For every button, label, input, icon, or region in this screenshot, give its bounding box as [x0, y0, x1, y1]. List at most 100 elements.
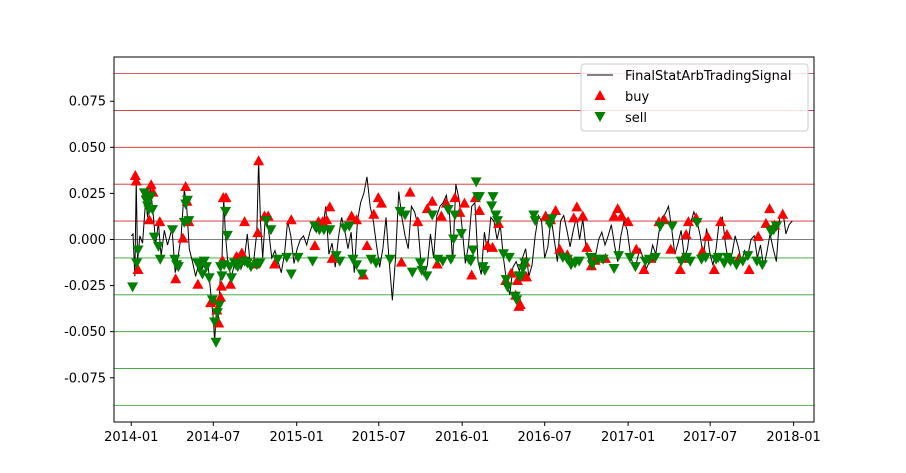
sell-marker: [737, 256, 749, 267]
sell-marker: [169, 254, 181, 265]
sell-marker: [666, 221, 678, 232]
x-tick-label: 2018-01: [766, 430, 820, 445]
sell-marker: [330, 251, 342, 262]
sell-marker: [416, 265, 428, 276]
buy-marker: [777, 208, 789, 219]
buy-marker: [154, 216, 166, 227]
sell-marker: [370, 258, 382, 269]
sell-marker: [414, 258, 426, 269]
buy-marker: [571, 201, 583, 212]
sell-marker: [465, 256, 477, 267]
sell-marker: [254, 258, 266, 269]
legend-label-signal: FinalStatArbTradingSignal: [625, 69, 792, 84]
sell-marker: [334, 256, 346, 267]
buy-marker: [682, 216, 694, 227]
sell-marker: [307, 256, 319, 267]
sell-marker: [324, 225, 336, 236]
signal-line: [130, 160, 793, 341]
sell-marker: [209, 317, 221, 328]
sell-marker: [394, 206, 406, 217]
sell-marker: [213, 300, 225, 311]
legend-label-buy: buy: [625, 90, 649, 105]
x-tick-label: 2014-07: [186, 430, 240, 445]
sell-marker: [183, 216, 195, 227]
sell-marker: [406, 267, 418, 278]
sell-marker: [206, 295, 218, 306]
sell-marker: [343, 221, 355, 232]
buy-marker: [581, 241, 593, 252]
buy-marker: [180, 181, 192, 192]
sell-marker: [511, 295, 523, 306]
buy-marker: [215, 291, 227, 302]
x-axis: 2014-01 2014-07 2015-01 2015-07 2016-01 2016-…: [104, 422, 821, 445]
sell-marker: [751, 256, 763, 267]
y-tick-label: -0.025: [64, 279, 106, 294]
sell-marker: [643, 254, 655, 265]
buy-marker: [368, 208, 380, 219]
sell-marker: [210, 337, 222, 348]
buy-marker: [361, 240, 373, 251]
sell-marker: [770, 221, 782, 232]
buy-marker: [764, 203, 776, 214]
buy-marker: [521, 271, 533, 282]
buy-marker: [674, 263, 686, 274]
buy-marker: [225, 278, 237, 289]
legend-buy-swatch: [594, 90, 606, 100]
sell-marker: [399, 210, 411, 221]
x-tick-label: 2017-01: [601, 430, 655, 445]
sell-marker: [742, 251, 754, 262]
buy-marker: [715, 216, 727, 227]
sell-marker: [561, 254, 573, 265]
x-tick-label: 2017-07: [683, 430, 737, 445]
buy-marker: [143, 214, 155, 225]
sell-marker: [154, 254, 166, 265]
buy-marker: [458, 197, 470, 208]
buy-marker: [268, 258, 280, 269]
buy-marker: [743, 263, 755, 274]
buy-marker: [375, 197, 387, 208]
buy-marker: [170, 273, 182, 284]
sell-marker: [712, 252, 724, 263]
y-tick-label: 0.025: [69, 187, 106, 202]
buy-marker: [239, 216, 251, 227]
sell-marker: [181, 195, 193, 206]
legend-box: [580, 63, 809, 132]
sell-marker: [492, 216, 504, 227]
sell-marker: [200, 262, 212, 273]
sell-marker: [265, 225, 277, 236]
buy-marker: [487, 241, 499, 252]
sell-marker: [245, 262, 257, 273]
sell-marker: [654, 221, 666, 232]
buy-marker: [215, 280, 227, 291]
x-tick-label: 2015-07: [352, 430, 406, 445]
buy-marker: [449, 192, 461, 203]
sell-marker: [756, 260, 768, 271]
sell-marker: [529, 216, 541, 227]
sell-marker: [220, 206, 232, 217]
sell-marker: [455, 228, 467, 239]
sell-marker: [272, 254, 284, 265]
sell-marker: [613, 251, 625, 262]
sell-marker: [347, 254, 359, 265]
buy-marker: [404, 186, 416, 197]
sell-marker: [584, 252, 596, 263]
y-tick-label: 0.050: [69, 141, 106, 156]
sell-markers: [127, 177, 782, 348]
buy-marker: [612, 203, 624, 214]
sell-marker: [356, 269, 368, 280]
buy-marker: [346, 210, 358, 221]
sell-marker: [502, 282, 514, 293]
sell-marker: [528, 210, 540, 221]
signal-line-series: [130, 160, 793, 341]
sell-marker: [725, 256, 737, 267]
buy-marker: [511, 275, 523, 286]
sell-marker: [211, 308, 223, 319]
buy-marker: [550, 205, 562, 216]
sell-marker: [292, 252, 304, 263]
sell-marker: [486, 201, 498, 212]
sell-marker: [216, 271, 228, 282]
sell-marker: [691, 217, 703, 228]
threshold-lines: [114, 73, 814, 406]
buy-marker: [435, 210, 447, 221]
